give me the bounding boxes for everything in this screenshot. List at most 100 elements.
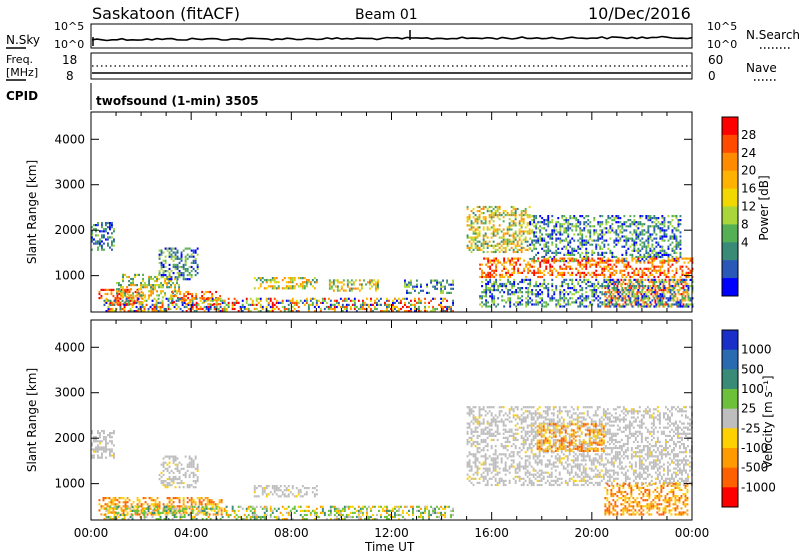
heatmap-cell	[543, 287, 546, 290]
heatmap-cell	[637, 282, 640, 286]
heatmap-cell	[174, 265, 177, 269]
heatmap-cell	[539, 221, 542, 224]
heatmap-cell	[557, 247, 560, 250]
heatmap-cell	[615, 269, 618, 272]
heatmap-cell	[315, 507, 318, 510]
heatmap-cell	[135, 305, 138, 309]
heatmap-cell	[650, 303, 653, 306]
heatmap-cell	[420, 285, 422, 288]
heatmap-cell	[215, 511, 218, 514]
heatmap-cell	[404, 301, 406, 304]
heatmap-cell	[593, 293, 596, 296]
heatmap-cell	[629, 265, 632, 268]
heatmap-cell	[583, 273, 586, 276]
heatmap-cell	[627, 295, 630, 298]
heatmap-cell	[652, 282, 655, 286]
heatmap-cell	[196, 475, 199, 479]
heatmap-cell	[187, 301, 190, 304]
heatmap-cell	[170, 478, 173, 481]
heatmap-cell	[487, 282, 490, 286]
heatmap-cell	[126, 286, 128, 289]
heatmap-cell	[253, 287, 256, 290]
heatmap-cell	[523, 269, 526, 272]
heatmap-cell	[551, 299, 554, 302]
heatmap-cell	[436, 287, 438, 290]
heatmap-cell	[99, 238, 101, 241]
heatmap-cell	[109, 518, 112, 521]
heatmap-cell	[633, 299, 636, 302]
heatmap-cell	[392, 509, 394, 512]
heatmap-cell	[611, 251, 614, 254]
colorbar-swatch	[722, 278, 738, 297]
heatmap-cell	[470, 250, 473, 254]
heatmap-cell	[450, 305, 452, 309]
heatmap-cell	[559, 231, 562, 234]
heatmap-cell	[418, 310, 420, 313]
heatmap-cell	[625, 265, 628, 268]
heatmap-cell	[440, 303, 442, 306]
heatmap-cell	[166, 278, 169, 281]
heatmap-cell	[619, 291, 622, 294]
heatmap-cell	[486, 246, 489, 249]
heatmap-cell	[680, 301, 683, 304]
heatmap-cell	[168, 475, 171, 479]
heatmap-cell	[261, 515, 264, 519]
heatmap-cell	[687, 297, 690, 300]
heatmap-cell	[504, 232, 507, 235]
heatmap-cell	[650, 293, 653, 296]
heatmap-cell	[659, 280, 662, 284]
heatmap-cell	[585, 295, 588, 298]
heatmap-cell	[500, 230, 503, 233]
heatmap-cell	[163, 509, 166, 512]
heatmap-cell	[661, 217, 664, 220]
heatmap-cell	[614, 303, 617, 306]
heatmap-cell	[377, 287, 379, 290]
heatmap-cell	[209, 299, 212, 302]
heatmap-cell	[601, 267, 604, 270]
heatmap-cell	[91, 442, 93, 445]
heatmap-cell	[142, 513, 145, 516]
heatmap-cell	[655, 219, 658, 222]
heatmap-cell	[661, 293, 664, 296]
heatmap-cell	[638, 285, 641, 288]
heatmap-cell	[668, 278, 671, 281]
heatmap-cell	[194, 467, 197, 470]
heatmap-cell	[168, 471, 171, 474]
heatmap-cell	[612, 282, 615, 286]
heatmap-cell	[645, 245, 648, 248]
heatmap-cell	[345, 303, 348, 306]
heatmap-cell	[483, 257, 486, 260]
heatmap-cell	[487, 259, 490, 262]
heatmap-cell	[524, 210, 527, 213]
heatmap-cell	[120, 290, 122, 293]
heatmap-cell	[645, 297, 648, 300]
heatmap-cell	[589, 221, 592, 224]
heatmap-cell	[159, 511, 162, 514]
heatmap-cell	[164, 265, 167, 269]
heatmap-cell	[402, 297, 404, 300]
heatmap-cell	[502, 236, 505, 239]
heatmap-cell	[541, 217, 544, 220]
heatmap-cell	[340, 285, 343, 288]
heatmap-cell	[155, 307, 158, 311]
heatmap-cell	[184, 261, 187, 264]
heatmap-cell	[191, 505, 194, 508]
heatmap-cell	[539, 265, 542, 268]
heatmap-cell	[651, 221, 654, 224]
heatmap-cell	[553, 229, 556, 232]
heatmap-cell	[557, 259, 560, 262]
heatmap-cell	[679, 243, 682, 246]
heatmap-cell	[605, 231, 608, 234]
heatmap-cell	[111, 301, 114, 304]
heatmap-cell	[601, 223, 604, 226]
heatmap-cell	[210, 499, 213, 502]
heatmap-cell	[287, 307, 290, 311]
heatmap-cell	[591, 259, 594, 262]
heatmap-cell	[99, 436, 101, 439]
heatmap-cell	[93, 456, 95, 459]
heatmap-cell	[122, 273, 124, 276]
heatmap-cell	[186, 486, 189, 489]
heatmap-cell	[132, 501, 135, 504]
heatmap-cell	[350, 279, 353, 282]
heatmap-cell	[144, 294, 146, 297]
